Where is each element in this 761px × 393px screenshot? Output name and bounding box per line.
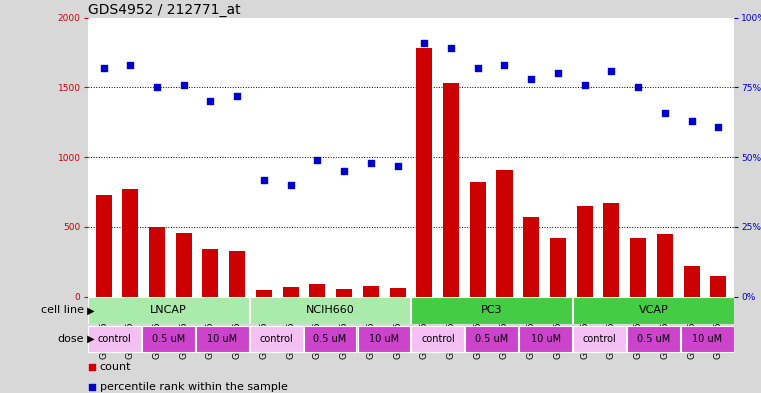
Point	[151, 84, 163, 90]
Point	[498, 62, 511, 68]
Point	[258, 176, 270, 183]
Point	[311, 157, 323, 163]
Text: 0.5 uM: 0.5 uM	[314, 334, 347, 344]
Bar	[96, 195, 112, 297]
Text: control: control	[421, 334, 455, 344]
Text: count: count	[100, 362, 131, 373]
Bar	[710, 276, 726, 297]
Bar	[550, 238, 566, 297]
Bar	[88, 326, 141, 352]
Point	[275, 317, 288, 323]
Bar	[681, 326, 734, 352]
Point	[275, 138, 288, 144]
Bar	[443, 83, 459, 297]
Text: control: control	[97, 334, 132, 344]
Text: LNCAP: LNCAP	[150, 305, 186, 316]
Bar	[358, 326, 410, 352]
Bar	[310, 284, 326, 297]
Text: GDS4952 / 212771_at: GDS4952 / 212771_at	[88, 3, 240, 17]
Bar	[149, 227, 165, 297]
Text: control: control	[260, 334, 293, 344]
Point	[419, 40, 431, 46]
Point	[712, 123, 724, 130]
Text: dose: dose	[57, 334, 84, 344]
Point	[525, 76, 537, 82]
Bar	[466, 326, 518, 352]
Bar	[630, 238, 646, 297]
Point	[552, 70, 564, 77]
Point	[686, 118, 698, 124]
Bar	[627, 326, 680, 352]
Text: ▶: ▶	[84, 334, 94, 344]
Text: 0.5 uM: 0.5 uM	[475, 334, 508, 344]
Point	[578, 81, 591, 88]
Point	[177, 81, 189, 88]
Bar	[142, 326, 195, 352]
Text: control: control	[583, 334, 616, 344]
Text: ▶: ▶	[84, 305, 94, 316]
Bar	[412, 326, 464, 352]
Point	[285, 182, 297, 188]
Bar	[683, 266, 699, 297]
Bar	[123, 189, 139, 297]
Text: 0.5 uM: 0.5 uM	[151, 334, 185, 344]
Text: 0.5 uM: 0.5 uM	[637, 334, 670, 344]
Text: VCAP: VCAP	[638, 305, 668, 316]
Bar	[496, 170, 512, 297]
Bar	[577, 206, 593, 297]
Bar	[250, 326, 303, 352]
Point	[472, 65, 484, 71]
Text: 10 uM: 10 uM	[369, 334, 399, 344]
Text: 10 uM: 10 uM	[530, 334, 561, 344]
Point	[391, 162, 403, 169]
Bar	[256, 290, 272, 297]
Bar	[336, 289, 352, 297]
Bar	[282, 287, 298, 297]
Point	[124, 62, 136, 68]
Text: cell line: cell line	[40, 305, 84, 316]
Bar	[412, 297, 572, 324]
Text: PC3: PC3	[481, 305, 502, 316]
Bar	[202, 249, 218, 297]
Bar	[470, 182, 486, 297]
Point	[605, 68, 617, 74]
Bar	[390, 288, 406, 297]
Bar	[524, 217, 540, 297]
Bar	[250, 297, 410, 324]
Text: 10 uM: 10 uM	[207, 334, 237, 344]
Bar	[519, 326, 572, 352]
Bar	[657, 234, 673, 297]
Text: NCIH660: NCIH660	[306, 305, 355, 316]
Bar	[176, 233, 192, 297]
Bar	[573, 326, 626, 352]
Point	[365, 160, 377, 166]
Point	[632, 84, 645, 90]
Bar	[416, 48, 432, 297]
Point	[231, 93, 244, 99]
Bar	[88, 297, 249, 324]
Bar	[363, 286, 379, 297]
Text: percentile rank within the sample: percentile rank within the sample	[100, 382, 288, 392]
Bar	[229, 251, 245, 297]
Bar	[196, 326, 249, 352]
Bar	[603, 203, 619, 297]
Point	[659, 109, 671, 116]
Bar	[573, 297, 734, 324]
Point	[338, 168, 350, 174]
Bar	[304, 326, 356, 352]
Point	[97, 65, 110, 71]
Point	[205, 98, 217, 105]
Point	[445, 45, 457, 51]
Text: 10 uM: 10 uM	[693, 334, 722, 344]
